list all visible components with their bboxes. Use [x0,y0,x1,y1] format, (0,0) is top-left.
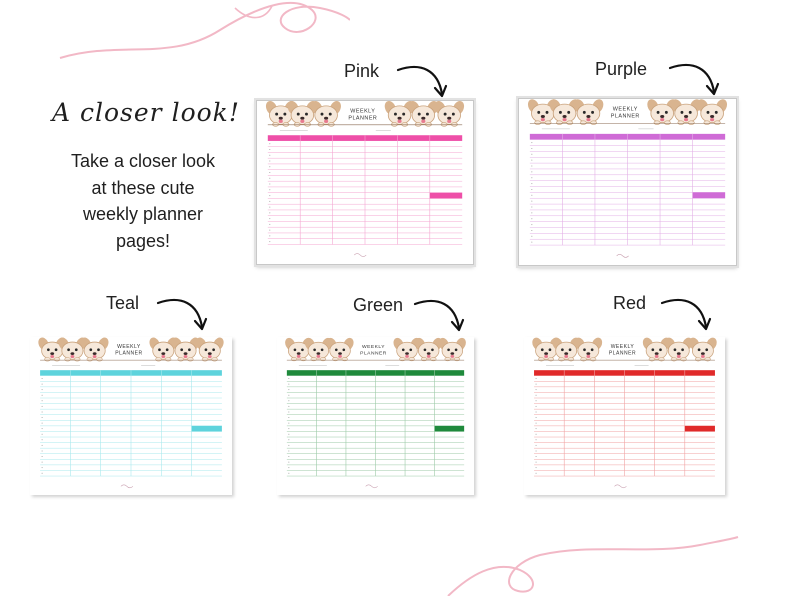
label-purple: Purple [595,59,648,79]
decorative-swirl-bottom [447,536,739,596]
planner-sheet-green: WEEKLY PLANNER [277,337,474,495]
puppy-illustration [326,337,354,362]
weekend-header-bar [191,425,222,432]
planner-title-line1: WEEKLY [350,108,375,114]
planner-title-line2: PLANNER [115,351,142,357]
weekend-header-bar [434,425,465,432]
label-teal: Teal [106,293,140,313]
planner-title-line1: WEEKLY [117,344,141,350]
puppy-illustration [689,337,717,362]
weekend-header-bar [692,192,726,199]
puppy-illustration [80,337,109,362]
weekend-header-bar [684,425,715,432]
puppy-illustration [195,337,224,362]
planner-title-line2: PLANNER [348,115,377,121]
arrow-icon-pink [396,65,448,98]
puppy-illustration [671,99,701,125]
planner-sheet-pink: WEEKLY PLANNER [256,100,474,265]
puppy-illustration [527,99,558,125]
planner-sheet-red: WEEKLY PLANNER [524,337,725,495]
planner-title-line2: PLANNER [611,114,640,120]
puppy-illustration [408,101,439,127]
puppy-illustration [574,337,603,362]
planner-title-line2: PLANNER [609,350,636,356]
planner-title-line1: WEEKLY [613,107,638,113]
planner-title-line1: WEEKLY [362,344,385,350]
puppy-illustration [304,337,332,362]
arrow-icon-green [413,299,465,332]
planner-sheet-teal: WEEKLY PLANNER [30,337,232,495]
arrow-icon-red [660,298,712,331]
arrow-icon-teal [156,298,208,331]
puppy-illustration [697,99,728,125]
decorative-swirl-top [59,2,350,59]
puppy-illustration [434,101,465,127]
puppy-illustration [285,337,313,362]
arrow-icon-purple [668,63,720,96]
puppy-illustration [549,99,580,125]
weekend-header-bar [429,192,463,199]
planner-title-line2: PLANNER [360,350,387,356]
label-green: Green [353,295,404,315]
label-red: Red [613,293,647,313]
description-text: Take a closer look at these cute weekly … [70,151,216,251]
planner-title-line1: WEEKLY [611,344,635,350]
headline: A closer look! [52,98,240,127]
puppy-illustration [265,101,296,127]
puppy-illustration [647,99,678,125]
planner-sheet-purple: WEEKLY PLANNER [518,98,737,266]
label-pink: Pink [344,61,380,81]
puppy-illustration [573,99,604,125]
puppy-illustration [438,337,466,362]
puppy-illustration [311,101,341,127]
